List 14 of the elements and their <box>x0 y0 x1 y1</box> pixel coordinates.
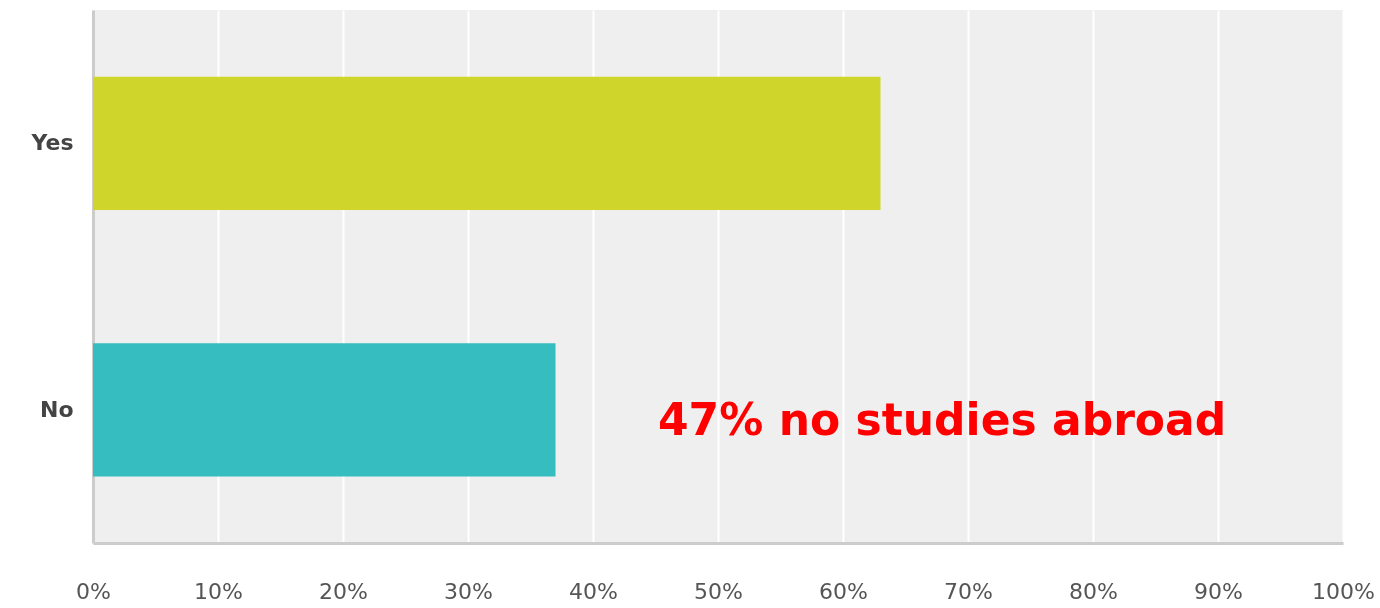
y-tick-label: No <box>39 396 74 422</box>
annotation: 47% no studies abroad <box>658 394 1227 445</box>
x-tick-label: 30% <box>444 578 493 604</box>
x-tick-label: 90% <box>1194 578 1243 604</box>
x-tick-label: 0% <box>76 578 111 604</box>
x-tick-label: 60% <box>819 578 868 604</box>
x-tick-label: 20% <box>319 578 368 604</box>
x-tick-label: 40% <box>569 578 618 604</box>
x-tick-label: 50% <box>694 578 743 604</box>
y-tick-label: Yes <box>30 130 74 156</box>
x-tick-label: 70% <box>944 578 993 604</box>
x-tick-label: 100% <box>1312 578 1375 604</box>
x-tick-label: 80% <box>1069 578 1118 604</box>
x-tick-label: 10% <box>194 578 243 604</box>
